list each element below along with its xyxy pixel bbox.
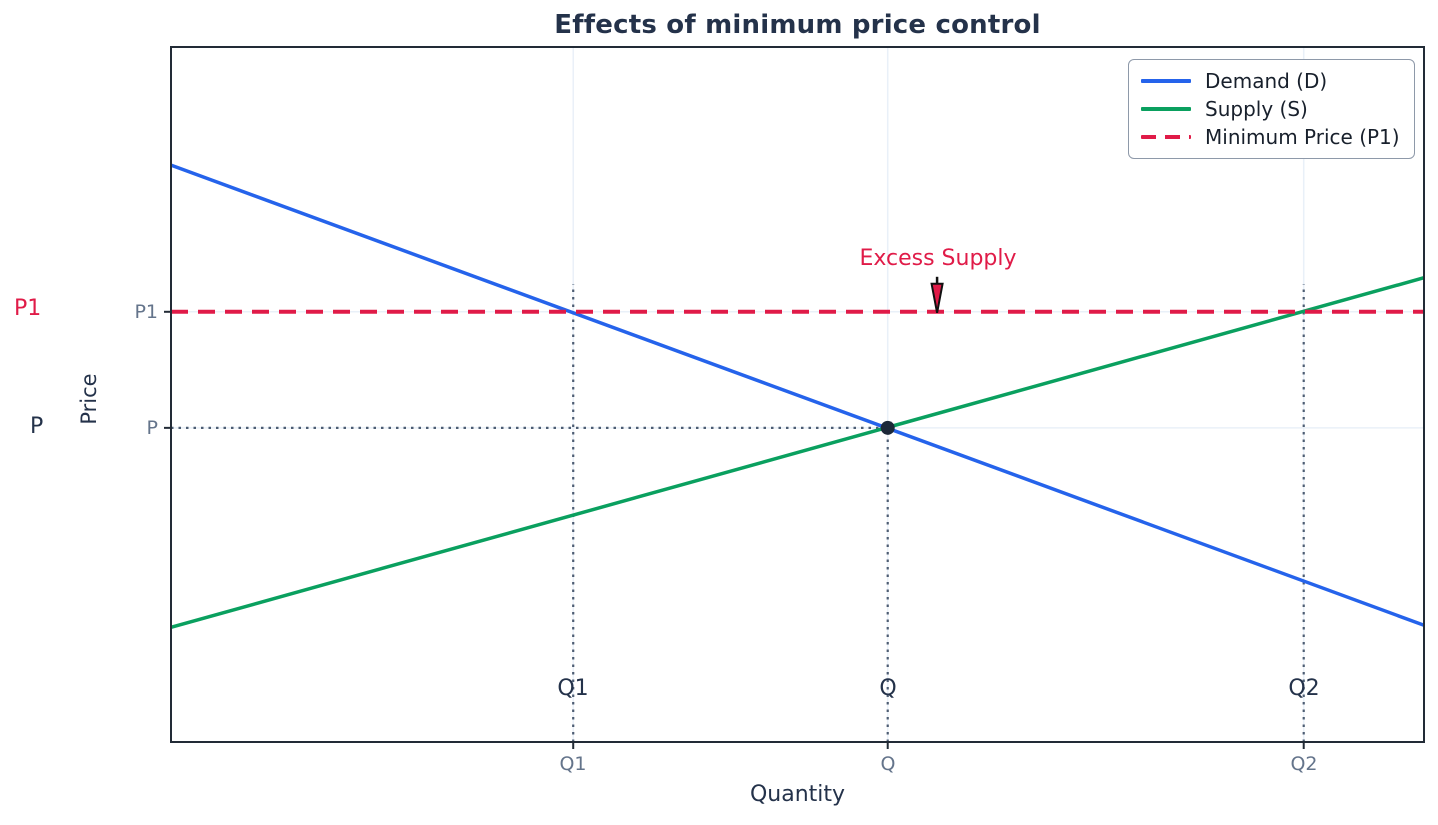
x-tick-label-q: Q [880,753,896,775]
excess-supply-annotation: Excess Supply [859,246,1017,271]
quantity-annotation-q2: Q2 [1288,676,1320,701]
y-tick-label-p1: P1 [134,301,158,323]
legend-label-demand: Demand (D) [1205,69,1328,93]
quantity-annotation-q: Q [879,676,897,701]
minimum-price-line-swatch [1141,135,1191,139]
y-axis-title: Price [77,373,101,425]
demand-line-swatch [1141,79,1191,83]
y-tick-label-p: P [146,417,158,439]
x-tick-label-q1: Q1 [559,753,587,775]
supply-line-swatch [1141,107,1191,111]
legend: Demand (D) Supply (S) Minimum Price (P1) [1128,59,1415,159]
legend-label-minimum-price: Minimum Price (P1) [1205,125,1400,149]
legend-label-supply: Supply (S) [1205,97,1308,121]
chart-title: Effects of minimum price control [554,10,1041,40]
legend-item-demand: Demand (D) [1141,69,1402,93]
legend-item-supply: Supply (S) [1141,97,1402,121]
x-axis-title: Quantity [749,782,846,807]
equilibrium-price-annotation-p: P [30,414,44,439]
quantity-annotation-q1: Q1 [557,676,589,701]
x-tick-label-q2: Q2 [1290,753,1318,775]
legend-item-minimum-price: Minimum Price (P1) [1141,125,1402,149]
price-floor-annotation-p1: P1 [14,296,42,321]
